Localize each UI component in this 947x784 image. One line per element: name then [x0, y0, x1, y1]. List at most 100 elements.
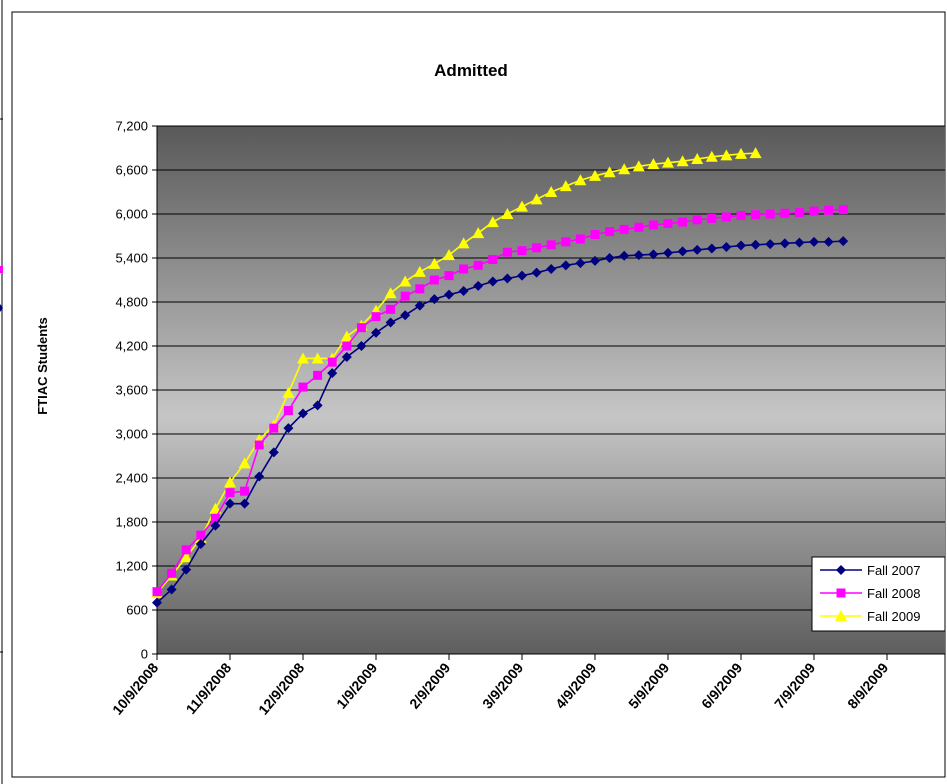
data-point-square [225, 488, 235, 498]
data-point-diamond [225, 498, 235, 509]
data-point-square [575, 234, 585, 244]
legend-item: Fall 2008 [820, 586, 920, 601]
data-point-triangle [530, 193, 543, 205]
data-point-triangle [632, 160, 645, 172]
chart-title: Admitted [434, 61, 508, 80]
data-point-diamond [677, 246, 688, 257]
data-point-diamond [341, 352, 352, 362]
data-point-diamond [633, 250, 644, 261]
data-point-square [532, 243, 542, 253]
data-point-triangle [662, 156, 674, 168]
legend-item: Fall 2009 [820, 609, 920, 624]
data-point-square [152, 587, 162, 597]
data-point-square [590, 230, 600, 240]
data-point-square [415, 284, 425, 294]
data-point-triangle [545, 186, 558, 197]
data-point-triangle [603, 166, 616, 178]
data-point-diamond [487, 276, 498, 287]
data-point-triangle [516, 200, 528, 212]
y-axis-label: FTIAC Students [35, 317, 50, 415]
data-point-diamond [195, 539, 206, 549]
data-point-triangle [384, 287, 397, 299]
data-point-square [780, 208, 790, 218]
data-point-triangle [224, 476, 236, 488]
data-point-diamond [239, 498, 250, 509]
data-point-square [765, 209, 775, 219]
data-point-triangle [311, 352, 324, 364]
data-point-triangle [428, 257, 441, 269]
data-point-diamond [210, 520, 221, 531]
data-point-diamond [429, 294, 440, 305]
data-point-diamond [779, 238, 790, 249]
data-point-square [751, 210, 761, 220]
y-tick-label: 3,000 [115, 427, 148, 442]
data-point-square [634, 222, 644, 232]
data-point-square [269, 423, 279, 433]
y-tick-label: 3,600 [115, 383, 148, 398]
data-point-triangle [749, 147, 762, 159]
data-point-diamond [298, 408, 308, 419]
data-point-diamond [590, 255, 600, 266]
data-point-triangle [209, 502, 222, 514]
data-point-square [838, 205, 848, 215]
data-point-diamond [414, 300, 425, 311]
data-point-diamond [327, 368, 338, 379]
data-point-square [313, 370, 323, 380]
y-tick-label: 4,800 [115, 295, 148, 310]
legend-item: Fall 2007 [820, 563, 920, 578]
data-point-square [502, 247, 512, 257]
data-point-diamond [502, 273, 513, 284]
data-point-diamond [444, 289, 454, 300]
data-point-diamond [473, 280, 484, 291]
data-point-square [809, 206, 819, 216]
y-tick-label: 2,400 [115, 471, 148, 486]
data-point-diamond [517, 270, 527, 281]
data-point-square [429, 275, 439, 285]
data-point-square [371, 312, 381, 322]
data-point-diamond [809, 236, 819, 247]
y-tick-label: 1,200 [115, 559, 148, 574]
data-point-diamond [765, 239, 776, 250]
series-fall-2008 [152, 205, 848, 597]
data-point-diamond [836, 565, 846, 575]
data-point-square [400, 291, 410, 301]
data-point-square [517, 246, 527, 256]
y-tick-label: 7,200 [115, 119, 148, 134]
y-tick-label: 1,800 [115, 515, 148, 530]
data-point-square [356, 323, 366, 333]
data-point-square [488, 254, 498, 264]
data-point-triangle [589, 169, 601, 181]
data-point-triangle [297, 352, 309, 364]
data-point-diamond [823, 236, 834, 247]
data-point-diamond [531, 267, 542, 278]
legend-label: Fall 2008 [867, 586, 920, 601]
y-tick-label: 4,200 [115, 339, 148, 354]
data-point-square [473, 260, 483, 270]
data-point-square [210, 513, 220, 523]
data-point-square [254, 440, 264, 450]
data-point-triangle [180, 551, 193, 563]
y-tick-label: 5,400 [115, 251, 148, 266]
series-group [151, 147, 849, 608]
data-point-triangle [618, 163, 631, 175]
data-point-diamond [166, 584, 177, 595]
data-point-diamond [750, 239, 761, 250]
data-point-triangle [238, 457, 251, 469]
gridlines [152, 125, 945, 655]
data-point-square [327, 357, 337, 367]
y-tick-labels: 0 600 1,200 1,800 2,400 3,000 3,600 4,200 4,800 5… [115, 119, 148, 662]
data-point-diamond [736, 240, 746, 251]
prior-chart-marker-square [0, 266, 3, 273]
data-point-diamond [794, 237, 805, 248]
data-point-diamond [268, 447, 279, 458]
data-point-square [181, 545, 191, 555]
y-tick-label: 6,600 [115, 163, 148, 178]
data-point-triangle [501, 208, 514, 219]
data-point-square [707, 213, 717, 223]
data-point-diamond [560, 260, 571, 271]
data-point-diamond [356, 341, 367, 351]
data-point-triangle [574, 174, 587, 186]
data-point-diamond [254, 471, 265, 482]
data-point-diamond [838, 236, 849, 247]
